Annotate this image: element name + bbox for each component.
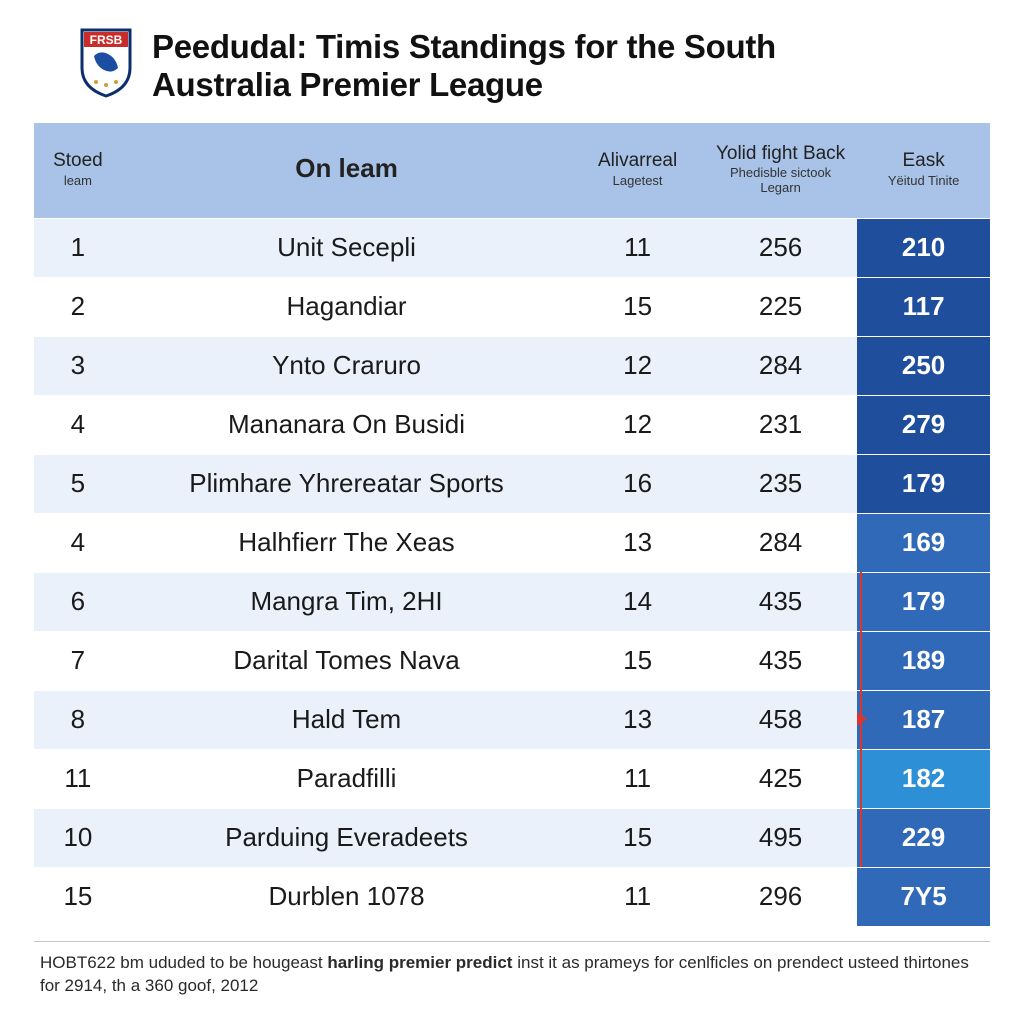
col-header-c: Eask Yëitud Tinite [857, 122, 990, 218]
cell-team: Mangra Tim, 2HI [122, 572, 571, 631]
cell-col-b: 425 [704, 749, 857, 808]
table-row: 2Hagandiar15225117 [34, 277, 990, 336]
cell-position: 10 [34, 808, 122, 867]
cell-team: Paradfilli [122, 749, 571, 808]
col-header-a: Alivarreal Lagetest [571, 122, 704, 218]
cell-col-b: 284 [704, 336, 857, 395]
cell-col-a: 15 [571, 808, 704, 867]
cell-position: 4 [34, 513, 122, 572]
cell-col-c: 279 [857, 395, 990, 454]
title-line-2: Australia Premier League [152, 66, 543, 103]
cell-col-b: 225 [704, 277, 857, 336]
cell-position: 6 [34, 572, 122, 631]
cell-col-c: 187 [857, 690, 990, 749]
cell-col-c: 250 [857, 336, 990, 395]
cell-col-a: 11 [571, 867, 704, 926]
footnote-text: HOBT622 bm ududed to be hougeast harling… [34, 941, 990, 998]
cell-position: 1 [34, 218, 122, 277]
table-row: 10Parduing Everadeets15495229 [34, 808, 990, 867]
cell-team: Halhfierr The Xeas [122, 513, 571, 572]
cell-col-a: 11 [571, 749, 704, 808]
cell-position: 8 [34, 690, 122, 749]
cell-col-c: 182 [857, 749, 990, 808]
table-row: 1Unit Secepli11256210 [34, 218, 990, 277]
cell-col-c: 179 [857, 454, 990, 513]
league-logo: FRSB [78, 28, 134, 103]
cell-col-b: 435 [704, 572, 857, 631]
header-row: Stoed leam On leam Alivarreal Lagetest Y… [34, 122, 990, 218]
cell-col-b: 284 [704, 513, 857, 572]
cell-col-b: 256 [704, 218, 857, 277]
cell-col-c: 229 [857, 808, 990, 867]
table-row: 4Mananara On Busidi12231279 [34, 395, 990, 454]
svg-text:FRSB: FRSB [90, 33, 123, 47]
cell-position: 7 [34, 631, 122, 690]
cell-col-c: 7Y5 [857, 867, 990, 926]
table-row: 5Plimhare Yhrereatar Sports16235179 [34, 454, 990, 513]
cell-position: 4 [34, 395, 122, 454]
cell-col-a: 13 [571, 690, 704, 749]
table-row: 15Durblen 1078112967Y5 [34, 867, 990, 926]
standings-wrap: Stoed leam On leam Alivarreal Lagetest Y… [34, 122, 990, 927]
cell-team: Parduing Everadeets [122, 808, 571, 867]
col-header-position: Stoed leam [34, 122, 122, 218]
cell-col-b: 231 [704, 395, 857, 454]
cell-team: Durblen 1078 [122, 867, 571, 926]
cell-col-a: 15 [571, 277, 704, 336]
cell-col-b: 235 [704, 454, 857, 513]
cell-team: Plimhare Yhrereatar Sports [122, 454, 571, 513]
footnote-bold: harling premier predict [327, 953, 512, 972]
title-line-1: Peedudal: Timis Standings for the South [152, 28, 776, 65]
cell-team: Ynto Craruro [122, 336, 571, 395]
table-row: 4Halhfierr The Xeas13284169 [34, 513, 990, 572]
red-divider-arrow-icon [857, 712, 867, 726]
cell-position: 3 [34, 336, 122, 395]
cell-position: 15 [34, 867, 122, 926]
cell-team: Hagandiar [122, 277, 571, 336]
col-header-team: On leam [122, 122, 571, 218]
table-row: 11Paradfilli11425182 [34, 749, 990, 808]
cell-col-b: 495 [704, 808, 857, 867]
cell-col-b: 435 [704, 631, 857, 690]
standings-body: 1Unit Secepli112562102Hagandiar152251173… [34, 218, 990, 926]
table-row: 7Darital Tomes Nava15435189 [34, 631, 990, 690]
cell-team: Hald Tem [122, 690, 571, 749]
cell-col-a: 15 [571, 631, 704, 690]
table-row: 3Ynto Craruro12284250 [34, 336, 990, 395]
cell-team: Darital Tomes Nava [122, 631, 571, 690]
cell-col-a: 12 [571, 395, 704, 454]
cell-col-a: 16 [571, 454, 704, 513]
cell-col-b: 458 [704, 690, 857, 749]
table-row: 6Mangra Tim, 2HI14435179 [34, 572, 990, 631]
cell-col-c: 210 [857, 218, 990, 277]
cell-col-c: 189 [857, 631, 990, 690]
col-header-b: Yolid fight Back Phedisble sictook Legar… [704, 122, 857, 218]
cell-col-c: 179 [857, 572, 990, 631]
cell-col-b: 296 [704, 867, 857, 926]
cell-col-a: 12 [571, 336, 704, 395]
cell-position: 2 [34, 277, 122, 336]
cell-team: Mananara On Busidi [122, 395, 571, 454]
cell-col-a: 14 [571, 572, 704, 631]
cell-col-a: 11 [571, 218, 704, 277]
page-title: Peedudal: Timis Standings for the South … [152, 28, 776, 104]
standings-table: Stoed leam On leam Alivarreal Lagetest Y… [34, 122, 990, 927]
cell-position: 5 [34, 454, 122, 513]
cell-col-a: 13 [571, 513, 704, 572]
cell-col-c: 169 [857, 513, 990, 572]
table-row: 8Hald Tem13458187 [34, 690, 990, 749]
cell-team: Unit Secepli [122, 218, 571, 277]
cell-col-c: 117 [857, 277, 990, 336]
cell-position: 11 [34, 749, 122, 808]
